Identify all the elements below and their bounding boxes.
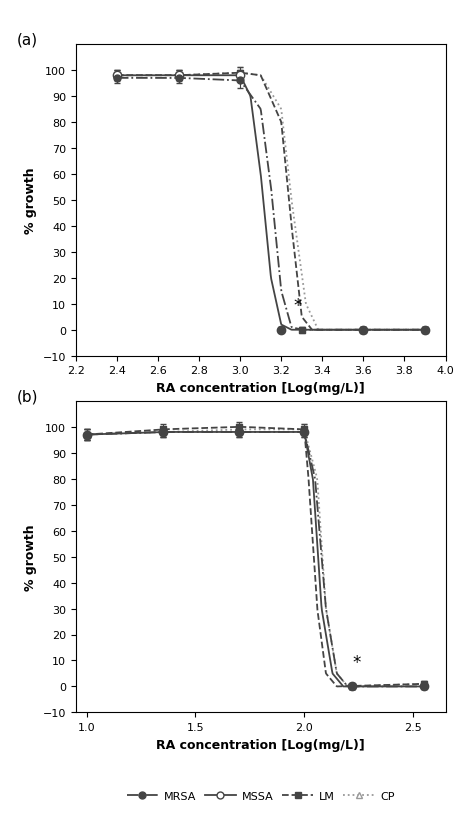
Y-axis label: % growth: % growth: [24, 523, 37, 590]
Legend: MRSA, MSSA, LM, CP: MRSA, MSSA, LM, CP: [122, 786, 399, 805]
Text: *: *: [293, 296, 302, 314]
X-axis label: RA concentration [Log(mg/L)]: RA concentration [Log(mg/L)]: [156, 738, 365, 751]
Text: *: *: [352, 653, 361, 671]
Text: (a): (a): [17, 33, 38, 48]
X-axis label: RA concentration [Log(mg/L)]: RA concentration [Log(mg/L)]: [156, 382, 365, 395]
Text: (b): (b): [17, 389, 38, 404]
Y-axis label: % growth: % growth: [24, 167, 37, 234]
